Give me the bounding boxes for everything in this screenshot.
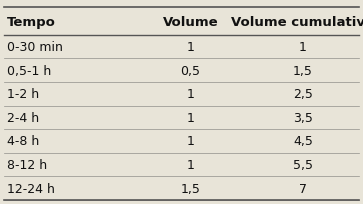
Text: Tempo: Tempo [7,16,56,28]
Text: 12-24 h: 12-24 h [7,182,55,195]
Text: 4,5: 4,5 [293,135,313,148]
Text: 1,5: 1,5 [293,64,313,77]
Text: 0,5-1 h: 0,5-1 h [7,64,52,77]
Text: 1: 1 [187,158,195,171]
Text: 2-4 h: 2-4 h [7,111,39,124]
Text: 1: 1 [187,88,195,101]
Text: Volume: Volume [163,16,219,28]
Text: 4-8 h: 4-8 h [7,135,40,148]
Text: 1: 1 [187,111,195,124]
Text: 5,5: 5,5 [293,158,313,171]
Text: 1: 1 [187,41,195,54]
Text: 1: 1 [187,135,195,148]
Text: 8-12 h: 8-12 h [7,158,48,171]
Text: 0,5: 0,5 [180,64,201,77]
Text: 1,5: 1,5 [181,182,200,195]
Text: 3,5: 3,5 [293,111,313,124]
Text: 2,5: 2,5 [293,88,313,101]
Text: 1-2 h: 1-2 h [7,88,39,101]
Text: 1: 1 [299,41,307,54]
Text: 7: 7 [299,182,307,195]
Text: Volume cumulativo: Volume cumulativo [232,16,363,28]
Text: 0-30 min: 0-30 min [7,41,63,54]
